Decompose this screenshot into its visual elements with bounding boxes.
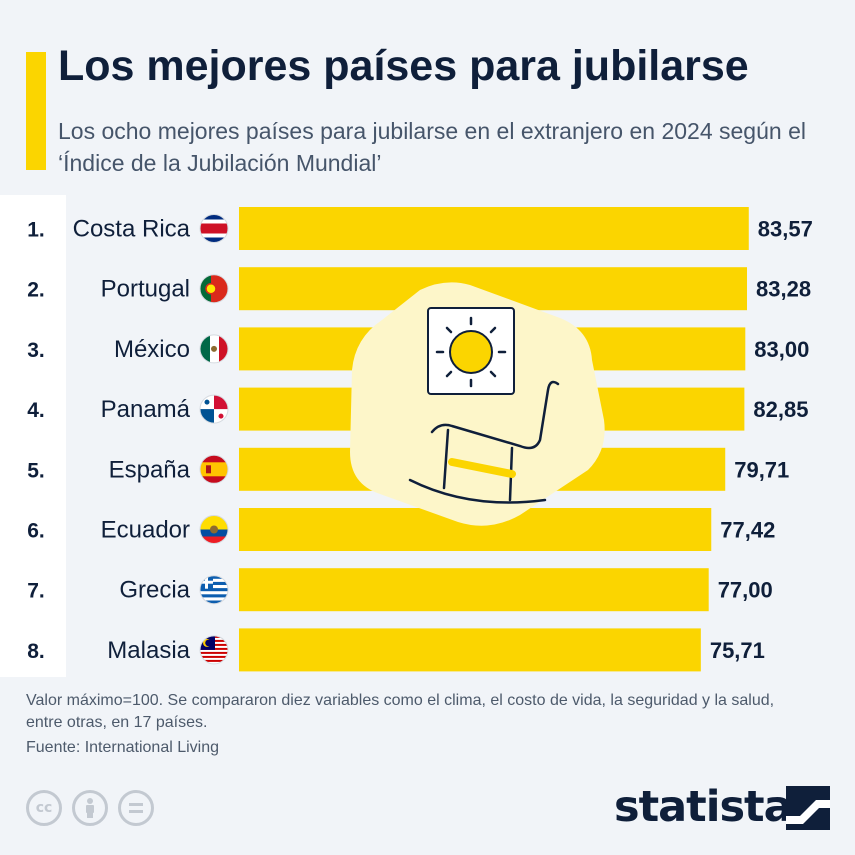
chart-title: Los mejores países para jubilarse	[58, 42, 749, 90]
costa-rica-flag-icon	[199, 214, 229, 243]
rank-label: 4.	[27, 399, 45, 422]
illustration-background	[350, 282, 605, 526]
value-label: 83,57	[758, 217, 813, 242]
statista-wordmark[interactable]: statista	[614, 782, 793, 832]
mexico-flag-icon	[199, 334, 229, 364]
malaysia-flag-icon	[199, 635, 229, 665]
category-label: Ecuador	[101, 517, 190, 544]
rank-label: 8.	[27, 640, 45, 663]
value-label: 79,71	[734, 457, 789, 482]
value-label: 77,00	[718, 578, 773, 603]
spain-flag-icon	[199, 454, 229, 484]
rank-label: 7.	[27, 580, 45, 603]
greece-flag-icon	[199, 575, 229, 605]
bar	[239, 628, 701, 672]
chart-notes: Valor máximo=100. Se compararon diez var…	[26, 692, 775, 731]
ecuador-flag-icon	[199, 515, 229, 544]
category-label: Portugal	[101, 276, 190, 303]
rank-label: 6.	[27, 520, 45, 543]
value-label: 82,85	[753, 397, 808, 422]
rank-label: 1.	[27, 219, 45, 242]
rank-label: 5.	[27, 459, 45, 482]
value-label: 77,42	[720, 518, 775, 543]
category-label: Grecia	[119, 577, 190, 604]
bar	[239, 568, 709, 612]
chart-source: Fuente: International Living	[26, 739, 220, 756]
labels-layer: 1. Costa Rica 83,57 2. Portugal 83,28 3. México…	[27, 214, 813, 665]
portugal-flag-icon	[199, 274, 229, 304]
category-label: Costa Rica	[73, 216, 191, 243]
sun-icon	[427, 307, 515, 395]
rank-panel	[0, 195, 66, 677]
value-label: 75,71	[710, 638, 765, 663]
category-label: México	[114, 336, 190, 363]
rank-label: 3.	[27, 339, 45, 362]
statista-logo-icon[interactable]	[786, 786, 830, 830]
title-accent-bar	[26, 52, 46, 170]
category-label: Malasia	[107, 637, 190, 664]
value-label: 83,28	[756, 277, 811, 302]
category-label: Panamá	[101, 396, 191, 423]
bar	[239, 207, 749, 250]
retirement-illustration	[350, 282, 605, 526]
rocking-chair-icon	[408, 380, 560, 504]
creative-commons-icon[interactable]: cc	[26, 790, 62, 826]
attribution-icon[interactable]	[72, 790, 108, 826]
panama-flag-icon	[199, 394, 229, 424]
value-label: 83,00	[754, 337, 809, 362]
no-derivatives-icon[interactable]	[118, 790, 154, 826]
category-label: España	[109, 456, 191, 483]
rank-label: 2.	[27, 279, 45, 302]
chart-subtitle: Los ocho mejores países para jubilarse e…	[58, 118, 806, 176]
